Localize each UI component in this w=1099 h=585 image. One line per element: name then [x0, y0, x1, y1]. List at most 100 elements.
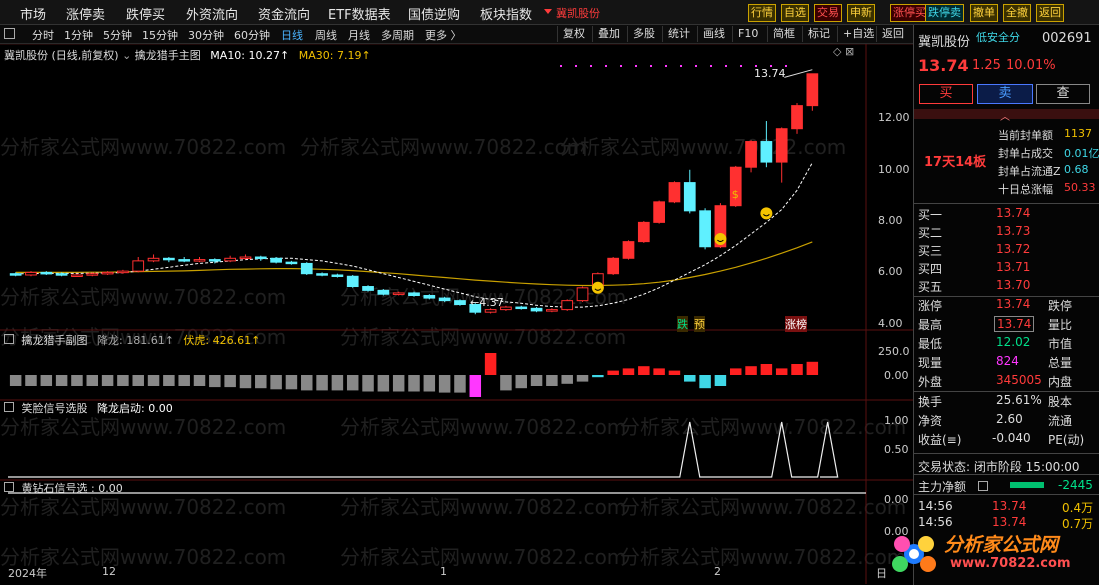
sub1-bar: [699, 375, 711, 389]
ma30-label: MA30: 7.19↑: [298, 49, 371, 62]
sub1-bar: [607, 370, 619, 375]
candle-body: [239, 256, 252, 260]
stat2-right-label-1: 流通: [1048, 414, 1073, 428]
main-panel-stock: 冀凯股份 (日线,前复权): [4, 49, 119, 62]
ma10-line: [15, 162, 813, 308]
chart-annotations: $: [591, 69, 813, 294]
sub3-title[interactable]: 黄钻石信号选 : 0.00: [21, 482, 123, 495]
menu-item-fund-flow[interactable]: 资金流向: [258, 8, 311, 23]
list-icon[interactable]: [978, 481, 988, 491]
query-button[interactable]: 查: [1036, 84, 1090, 104]
sub1-tick-zero: 0.00: [884, 369, 909, 382]
watermark-text: 分析家公式网www.70822.com: [0, 415, 286, 439]
buy-button[interactable]: 买: [919, 84, 973, 104]
stat-value-0: 13.74: [996, 297, 1031, 311]
tool-mark-button[interactable]: 标记: [802, 26, 830, 42]
sub3-tick-a: 0.00: [884, 493, 909, 506]
top-button-4[interactable]: 涨停买: [890, 4, 929, 22]
candle-body: [208, 259, 221, 262]
sub3-toggle-icon[interactable]: [4, 482, 14, 492]
menu-item-etf-data[interactable]: ETF数据表: [328, 8, 391, 23]
smiley-mouth: [717, 239, 724, 243]
candle-body: [653, 201, 665, 223]
tool-overlay-button[interactable]: 叠加: [592, 26, 620, 42]
top-button-6[interactable]: 撤单: [970, 4, 998, 22]
sub3-tick-b: 0.00: [884, 525, 909, 538]
marker-zhangbang: 涨榜: [785, 316, 807, 332]
period-tab-timeshare[interactable]: 分时: [32, 29, 54, 42]
watermark-text: 分析家公式网www.70822.com: [620, 545, 906, 569]
candle-body: [791, 105, 803, 130]
watermark-text: 分析家公式网www.70822.com: [0, 545, 286, 569]
y-tick-3: 6.00: [878, 265, 903, 279]
flower-logo-icon: [892, 536, 936, 572]
sub1-bar: [101, 375, 114, 386]
dropdown-icon[interactable]: [544, 9, 552, 14]
tool-draw-button[interactable]: 画线: [697, 26, 725, 42]
divider: [914, 203, 1099, 204]
tool-back-button[interactable]: 返回: [876, 26, 904, 42]
watermark-text: 分析家公式网www.70822.com: [340, 325, 626, 349]
sub2-title[interactable]: 笑脸信号选股: [21, 402, 88, 415]
quote-change: 1.25: [972, 58, 1001, 73]
top-button-1[interactable]: 自选: [781, 4, 809, 22]
menu-item-treasury-repo[interactable]: 国债逆购: [408, 8, 461, 23]
candle-body: [622, 241, 635, 259]
candle-body: [683, 182, 696, 212]
top-button-2[interactable]: 交易: [814, 4, 842, 22]
candle-body: [699, 210, 711, 248]
sub1-bar: [469, 375, 482, 397]
quote-safety-tag[interactable]: 低安全分: [976, 31, 1020, 44]
chart-canvas[interactable]: 分析家公式网www.70822.com 分析家公式网www.70822.com 分析…: [0, 44, 913, 584]
sub1-bar: [377, 375, 390, 392]
period-tab-60min[interactable]: 60分钟: [234, 29, 270, 42]
sub3-title-row: 黄钻石信号选 : 0.00: [4, 480, 123, 496]
top-dot: [575, 65, 577, 67]
menu-item-market[interactable]: 市场: [20, 8, 47, 23]
collapse-bar[interactable]: [914, 109, 1099, 119]
period-tab-monthly[interactable]: 月线: [348, 29, 370, 42]
top-button-8[interactable]: 返回: [1036, 4, 1064, 22]
menu-item-limitup-sell[interactable]: 涨停卖: [66, 8, 106, 23]
top-dot: [710, 65, 712, 67]
tool-simple-frame-button[interactable]: 简框: [767, 26, 795, 42]
y-tick-1: 10.00: [878, 162, 910, 176]
order-price-3: 13.71: [996, 260, 1031, 274]
period-tab-daily[interactable]: 日线: [281, 29, 303, 42]
tool-multistock-button[interactable]: 多股: [627, 26, 655, 42]
panel-control-icons[interactable]: ◇ ⊠: [833, 45, 855, 58]
period-tab-15min[interactable]: 15分钟: [142, 29, 178, 42]
chevron-up-icon[interactable]: ︿: [1000, 112, 1010, 123]
sell-button[interactable]: 卖: [977, 84, 1033, 104]
top-button-5[interactable]: 跌停卖: [925, 4, 964, 22]
period-tab-5min[interactable]: 5分钟: [103, 29, 132, 42]
top-button-0[interactable]: 行情: [748, 4, 776, 22]
sub1-title[interactable]: 擒龙猎手副图: [21, 334, 88, 347]
tool-f10-button[interactable]: F10: [732, 26, 758, 42]
menu-item-foreign-flow[interactable]: 外资流向: [186, 8, 239, 23]
menu-item-limitdown-buy[interactable]: 跌停买: [126, 8, 166, 23]
period-tab-multi[interactable]: 多周期: [381, 29, 414, 42]
sub2-toggle-icon[interactable]: [4, 402, 14, 412]
period-tab-more[interactable]: 更多 〉: [425, 29, 462, 42]
panel-toggle-icon[interactable]: [4, 28, 15, 39]
sub1-bar: [362, 375, 374, 392]
tool-add-watch-button[interactable]: +自选: [837, 26, 874, 42]
candle-body: [500, 306, 512, 311]
main-panel-indicator[interactable]: 擒龙猎手主图: [134, 49, 201, 62]
menu-stock-tag[interactable]: 冀凯股份: [556, 7, 600, 20]
period-tab-1min[interactable]: 1分钟: [64, 29, 93, 42]
top-button-7[interactable]: 全撤: [1003, 4, 1031, 22]
sub1-bar: [484, 353, 497, 375]
top-dot: [740, 65, 742, 67]
quote-stock-code: 002691: [1042, 31, 1092, 46]
top-button-3[interactable]: 申新: [847, 4, 875, 22]
menu-item-sector-index[interactable]: 板块指数: [480, 8, 533, 23]
sub1-bar: [729, 368, 742, 375]
period-tab-weekly[interactable]: 周线: [315, 29, 337, 42]
period-tab-30min[interactable]: 30分钟: [188, 29, 224, 42]
tick-time-1: 14:56: [918, 515, 953, 529]
tool-adjust-button[interactable]: 复权: [557, 26, 585, 42]
sub1-toggle-icon[interactable]: [4, 334, 14, 344]
tool-stats-button[interactable]: 统计: [662, 26, 690, 42]
